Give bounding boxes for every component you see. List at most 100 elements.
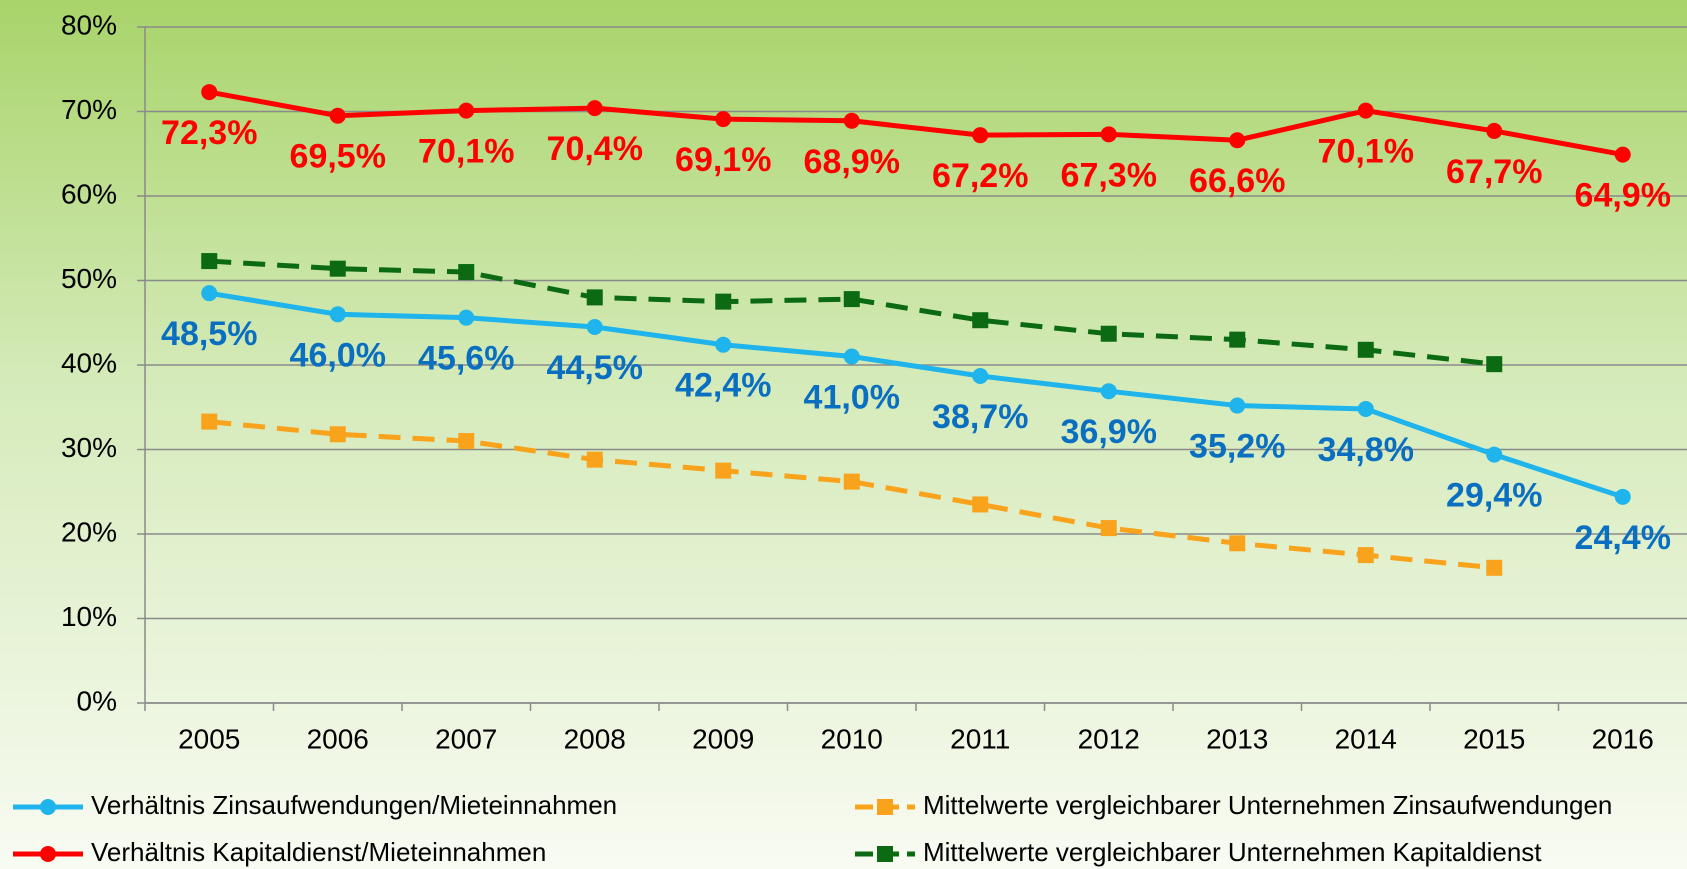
data-point (329, 260, 346, 277)
data-point (1229, 331, 1246, 348)
data-point (1229, 535, 1246, 552)
legend-label: Verhältnis Zinsaufwendungen/Mieteinnahme… (91, 790, 617, 820)
legend-marker (40, 799, 56, 815)
data-label: 34,8% (1318, 431, 1414, 469)
legend-label: Mittelwerte vergleichbarer Unternehmen K… (923, 837, 1542, 867)
data-point (1100, 325, 1117, 342)
data-point (1100, 126, 1117, 143)
data-label: 41,0% (804, 379, 900, 417)
data-point (1100, 520, 1117, 537)
data-point (1486, 559, 1503, 576)
data-point (458, 102, 475, 119)
x-tick-label: 2005 (178, 723, 240, 754)
data-label: 70,1% (1318, 133, 1414, 171)
data-label: 44,5% (547, 349, 643, 387)
data-label: 64,9% (1575, 177, 1671, 215)
data-label: 35,2% (1189, 428, 1285, 466)
data-point (715, 336, 732, 353)
data-label: 38,7% (932, 398, 1028, 436)
data-point (586, 451, 603, 468)
y-tick-label: 20% (61, 516, 117, 547)
data-point (1357, 400, 1374, 417)
data-point (843, 348, 860, 365)
data-label: 70,1% (418, 133, 514, 171)
data-label: 69,1% (675, 141, 771, 179)
data-label: 24,4% (1575, 519, 1671, 557)
data-label: 69,5% (290, 138, 386, 176)
legend-label: Verhältnis Kapitaldienst/Mieteinnahmen (91, 837, 546, 867)
y-tick-label: 80% (61, 9, 117, 40)
data-point (458, 433, 475, 450)
data-point (458, 309, 475, 326)
data-point (972, 127, 989, 144)
data-label: 66,6% (1189, 162, 1285, 200)
legend-marker (40, 846, 56, 862)
data-point (201, 253, 218, 270)
x-tick-label: 2007 (435, 723, 497, 754)
x-tick-label: 2016 (1592, 723, 1654, 754)
legend-marker (877, 799, 893, 815)
data-label: 67,2% (932, 157, 1028, 195)
data-point (586, 318, 603, 335)
data-point (586, 100, 603, 117)
data-point (329, 426, 346, 443)
y-tick-label: 0% (77, 685, 117, 716)
data-point (1486, 122, 1503, 139)
data-label: 46,0% (290, 336, 386, 374)
data-label: 68,9% (804, 143, 900, 181)
y-tick-label: 50% (61, 263, 117, 294)
data-point (1486, 446, 1503, 463)
legend-label: Mittelwerte vergleichbarer Unternehmen Z… (923, 790, 1612, 820)
data-point (1229, 132, 1246, 149)
data-point (1614, 146, 1631, 163)
data-label: 36,9% (1061, 413, 1157, 451)
x-tick-label: 2006 (307, 723, 369, 754)
data-point (329, 107, 346, 124)
data-point (329, 306, 346, 323)
series-line (209, 258, 1495, 367)
data-point (201, 285, 218, 302)
x-tick-label: 2013 (1206, 723, 1268, 754)
data-point (843, 291, 860, 308)
data-point (715, 293, 732, 310)
series-line (208, 290, 1624, 500)
y-tick-label: 10% (61, 601, 117, 632)
data-point (972, 312, 989, 329)
data-label: 42,4% (675, 367, 771, 405)
data-label: 48,5% (161, 315, 257, 353)
data-point (1614, 488, 1631, 505)
x-tick-label: 2009 (692, 723, 754, 754)
legend-marker (877, 846, 893, 862)
y-tick-label: 40% (61, 347, 117, 378)
series-line (208, 89, 1624, 158)
data-point (715, 462, 732, 479)
data-label: 67,3% (1061, 156, 1157, 194)
data-label: 29,4% (1446, 477, 1542, 515)
data-point (1357, 341, 1374, 358)
y-tick-label: 30% (61, 432, 117, 463)
y-tick-label: 60% (61, 178, 117, 209)
x-tick-label: 2008 (564, 723, 626, 754)
data-point (586, 289, 603, 306)
data-point (201, 84, 218, 101)
data-point (843, 112, 860, 129)
data-label: 45,6% (418, 340, 514, 378)
data-point (1100, 383, 1117, 400)
data-point (1486, 356, 1503, 373)
y-tick-label: 70% (61, 94, 117, 125)
data-point (715, 111, 732, 128)
x-tick-label: 2015 (1463, 723, 1525, 754)
data-point (201, 413, 218, 430)
x-tick-label: 2011 (950, 723, 1010, 754)
data-point (1357, 547, 1374, 564)
data-point (972, 496, 989, 513)
data-point (1229, 397, 1246, 414)
data-point (1357, 102, 1374, 119)
series-line (209, 419, 1495, 571)
data-point (972, 367, 989, 384)
data-point (843, 473, 860, 490)
x-tick-label: 2010 (821, 723, 883, 754)
x-tick-label: 2014 (1335, 723, 1397, 754)
